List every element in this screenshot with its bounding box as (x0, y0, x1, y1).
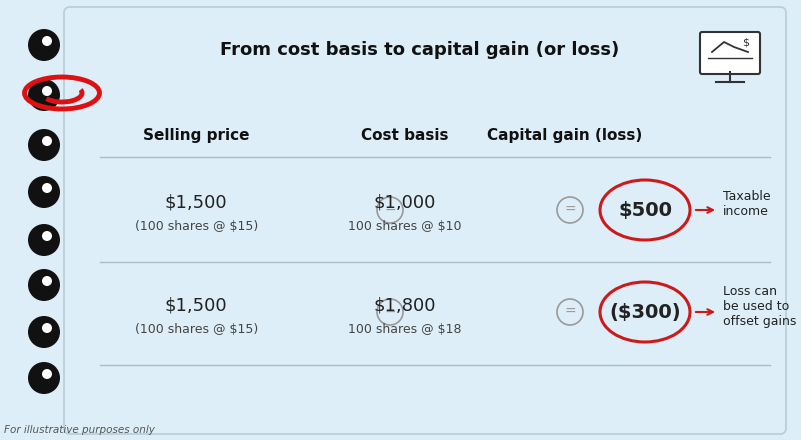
Text: Loss can
be used to
offset gains: Loss can be used to offset gains (723, 285, 796, 327)
Circle shape (28, 269, 60, 301)
Circle shape (28, 79, 60, 111)
Text: 100 shares @ $10: 100 shares @ $10 (348, 220, 461, 232)
Text: $1,800: $1,800 (373, 296, 436, 314)
Circle shape (42, 276, 52, 286)
Text: ($300): ($300) (610, 303, 681, 322)
Text: 100 shares @ $18: 100 shares @ $18 (348, 323, 461, 335)
Text: Taxable
income: Taxable income (723, 190, 771, 218)
FancyBboxPatch shape (64, 7, 786, 434)
Text: From cost basis to capital gain (or loss): From cost basis to capital gain (or loss… (220, 41, 620, 59)
Circle shape (42, 369, 52, 379)
Text: =: = (564, 305, 576, 319)
Circle shape (42, 36, 52, 46)
Text: $500: $500 (618, 201, 672, 220)
Circle shape (42, 183, 52, 193)
Circle shape (28, 362, 60, 394)
Text: Selling price: Selling price (143, 128, 249, 143)
Text: (100 shares @ $15): (100 shares @ $15) (135, 323, 258, 335)
Circle shape (28, 29, 60, 61)
Text: $1,000: $1,000 (373, 193, 436, 211)
Circle shape (42, 136, 52, 146)
Text: $: $ (743, 37, 750, 47)
Circle shape (28, 224, 60, 256)
Text: (100 shares @ $15): (100 shares @ $15) (135, 220, 258, 232)
Circle shape (28, 176, 60, 208)
Text: −: − (384, 203, 396, 217)
Circle shape (42, 86, 52, 96)
Circle shape (42, 323, 52, 333)
Circle shape (28, 129, 60, 161)
Circle shape (28, 316, 60, 348)
Text: Cost basis: Cost basis (360, 128, 449, 143)
Text: For illustrative purposes only: For illustrative purposes only (4, 425, 155, 435)
Text: $1,500: $1,500 (165, 193, 227, 211)
FancyBboxPatch shape (700, 32, 760, 74)
Text: −: − (384, 305, 396, 319)
Text: $1,500: $1,500 (165, 296, 227, 314)
Text: Capital gain (loss): Capital gain (loss) (487, 128, 642, 143)
Circle shape (42, 231, 52, 241)
Text: =: = (564, 203, 576, 217)
